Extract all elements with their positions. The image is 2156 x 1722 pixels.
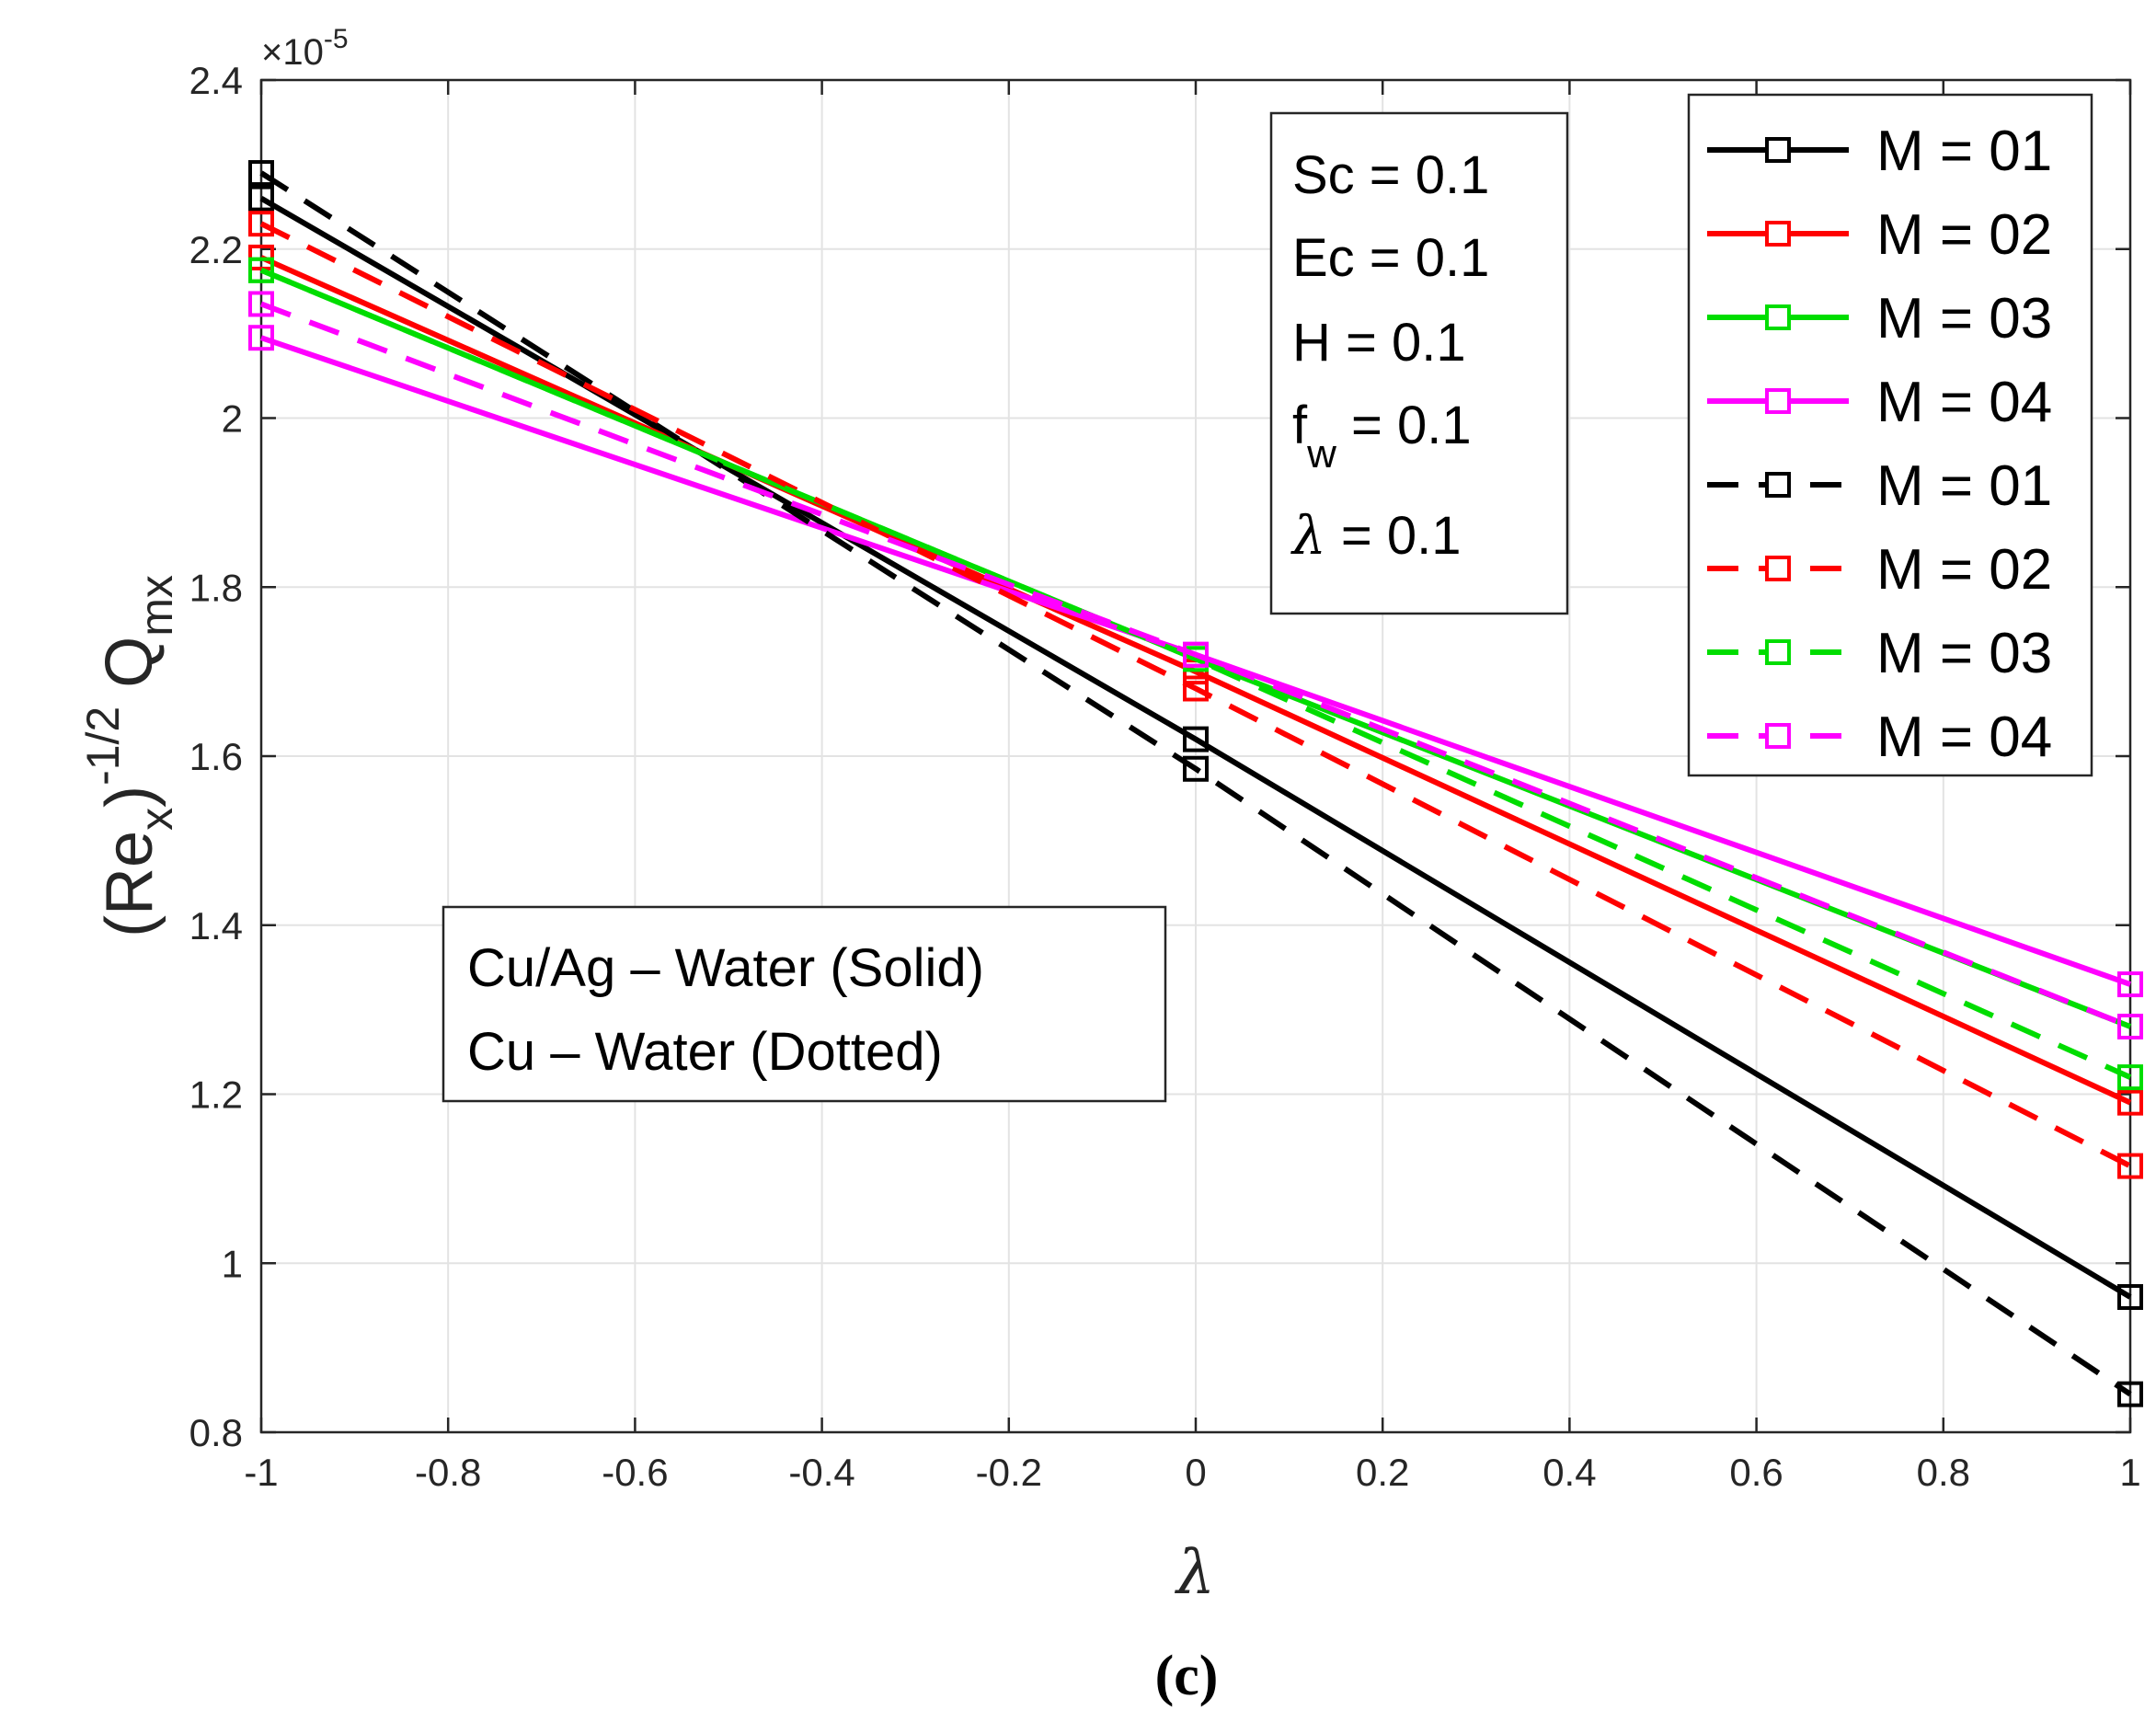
- series-lines: [248, 160, 2143, 1407]
- data-point-marker: [248, 211, 274, 237]
- legend-marker: [1765, 137, 1791, 163]
- legend-marker: [1765, 388, 1791, 414]
- param-sc: Sc = 0.1: [1292, 145, 1489, 205]
- legend-label: M = 04: [1876, 371, 2052, 434]
- figure-caption: (c): [1155, 1645, 1219, 1707]
- annotation-line-solid: Cu/Ag – Water (Solid): [467, 938, 984, 998]
- annotation-line-dotted: Cu – Water (Dotted): [467, 1022, 943, 1082]
- data-point-marker: [2117, 1089, 2143, 1116]
- legend-marker: [1765, 221, 1791, 247]
- legend-label: M = 03: [1876, 622, 2052, 685]
- legend-marker: [1765, 639, 1791, 665]
- y-tick-label: 1: [222, 1242, 243, 1285]
- y-tick-label: 2: [222, 397, 243, 441]
- fluid-annotation: Cu/Ag – Water (Solid) Cu – Water (Dotted…: [442, 905, 1167, 1103]
- y-tick-label: 2.4: [189, 59, 243, 102]
- param-h: H = 0.1: [1292, 313, 1466, 373]
- legend-item: M = 01: [1707, 120, 2052, 183]
- param-ec: Ec = 0.1: [1292, 228, 1489, 288]
- axis-ticks: -1 -0.8 -0.6 -0.4 -0.2 0 0.2 0.4 0.6 0.8 1 0.8 1 1.2 1…: [189, 59, 2141, 1494]
- data-point-marker: [2117, 1284, 2143, 1310]
- data-point-marker: [248, 160, 274, 187]
- data-point-marker: [2117, 971, 2143, 998]
- y-tick-label: 1.2: [189, 1073, 243, 1117]
- series-dashed-4: [248, 291, 2143, 1039]
- legend: M = 01 M = 02 M = 03 M = 04 M = 01 M = 02 M = …: [1687, 93, 2093, 777]
- data-point-marker: [248, 291, 274, 317]
- data-point-marker: [2117, 1153, 2143, 1179]
- y-tick-label: 1.6: [189, 735, 243, 778]
- series-solid-1: [248, 185, 2143, 1310]
- legend-label: M = 01: [1876, 454, 2052, 518]
- legend-item: M = 03: [1707, 287, 2052, 350]
- param-fw: fw = 0.1: [1292, 396, 1472, 476]
- fluid-annotation-frame: [442, 905, 1167, 1103]
- legend-marker: [1765, 304, 1791, 330]
- legend-marker: [1765, 556, 1791, 581]
- legend-item: M = 01: [1707, 454, 2052, 518]
- x-tick-label: 1: [2119, 1451, 2140, 1494]
- y-exponent: ×10-5: [261, 24, 349, 73]
- x-tick-label: -0.6: [602, 1451, 668, 1494]
- parameters-box: Sc = 0.1 Ec = 0.1 H = 0.1 fw = 0.1 λ = 0…: [1269, 111, 1569, 615]
- data-point-marker: [1183, 675, 1209, 702]
- series-dashed-2: [248, 211, 2143, 1179]
- x-tick-label: 0: [1185, 1451, 1206, 1494]
- param-lambda: λ = 0.1: [1290, 504, 1462, 567]
- legend-label: M = 03: [1876, 287, 2052, 350]
- y-tick-label: 2.2: [189, 228, 243, 271]
- data-point-marker: [1183, 726, 1209, 752]
- x-tick-label: 0.8: [1917, 1451, 1970, 1494]
- legend-item: M = 04: [1707, 371, 2052, 434]
- data-point-marker: [248, 185, 274, 212]
- series-line: [259, 170, 2132, 1397]
- svg-text:(Rex)-1/2 Qmx: (Rex)-1/2 Qmx: [77, 575, 182, 937]
- x-tick-label: -0.8: [415, 1451, 481, 1494]
- series-line: [259, 267, 2132, 1080]
- legend-item: M = 02: [1707, 203, 2052, 267]
- legend-label: M = 02: [1876, 203, 2052, 267]
- data-point-marker: [2117, 1064, 2143, 1091]
- y-axis-title: (Rex)-1/2 Qmx: [77, 575, 182, 937]
- series-line: [259, 221, 2132, 1169]
- legend-label: M = 02: [1876, 538, 2052, 602]
- series-line: [259, 301, 2132, 1029]
- series-dashed-1: [248, 160, 2143, 1407]
- y-tick-label: 1.4: [189, 904, 243, 947]
- data-point-marker: [2117, 1381, 2143, 1407]
- legend-frame: [1687, 93, 2093, 777]
- series-line: [259, 196, 2132, 1300]
- x-tick-label: -0.2: [976, 1451, 1042, 1494]
- legend-marker: [1765, 472, 1791, 498]
- x-tick-label: 0.2: [1356, 1451, 1409, 1494]
- data-point-marker: [248, 257, 274, 283]
- legend-item: M = 02: [1707, 538, 2052, 602]
- legend-label: M = 01: [1876, 120, 2052, 183]
- legend-label: M = 04: [1876, 706, 2052, 769]
- y-tick-label: 1.8: [189, 566, 243, 609]
- x-tick-label: 0.6: [1729, 1451, 1783, 1494]
- legend-item: M = 03: [1707, 622, 2052, 685]
- x-axis-title: λ: [1174, 1537, 1215, 1608]
- y-tick-label: 0.8: [189, 1411, 243, 1454]
- x-tick-label: -0.4: [788, 1451, 854, 1494]
- legend-item: M = 04: [1707, 706, 2052, 769]
- data-point-marker: [1183, 641, 1209, 668]
- legend-marker: [1765, 723, 1791, 749]
- x-tick-label: 0.4: [1542, 1451, 1596, 1494]
- parameters-box-frame: [1269, 111, 1569, 615]
- data-point-marker: [2117, 1014, 2143, 1039]
- x-tick-label: -1: [244, 1451, 278, 1494]
- data-point-marker: [248, 325, 274, 351]
- data-point-marker: [1183, 755, 1209, 782]
